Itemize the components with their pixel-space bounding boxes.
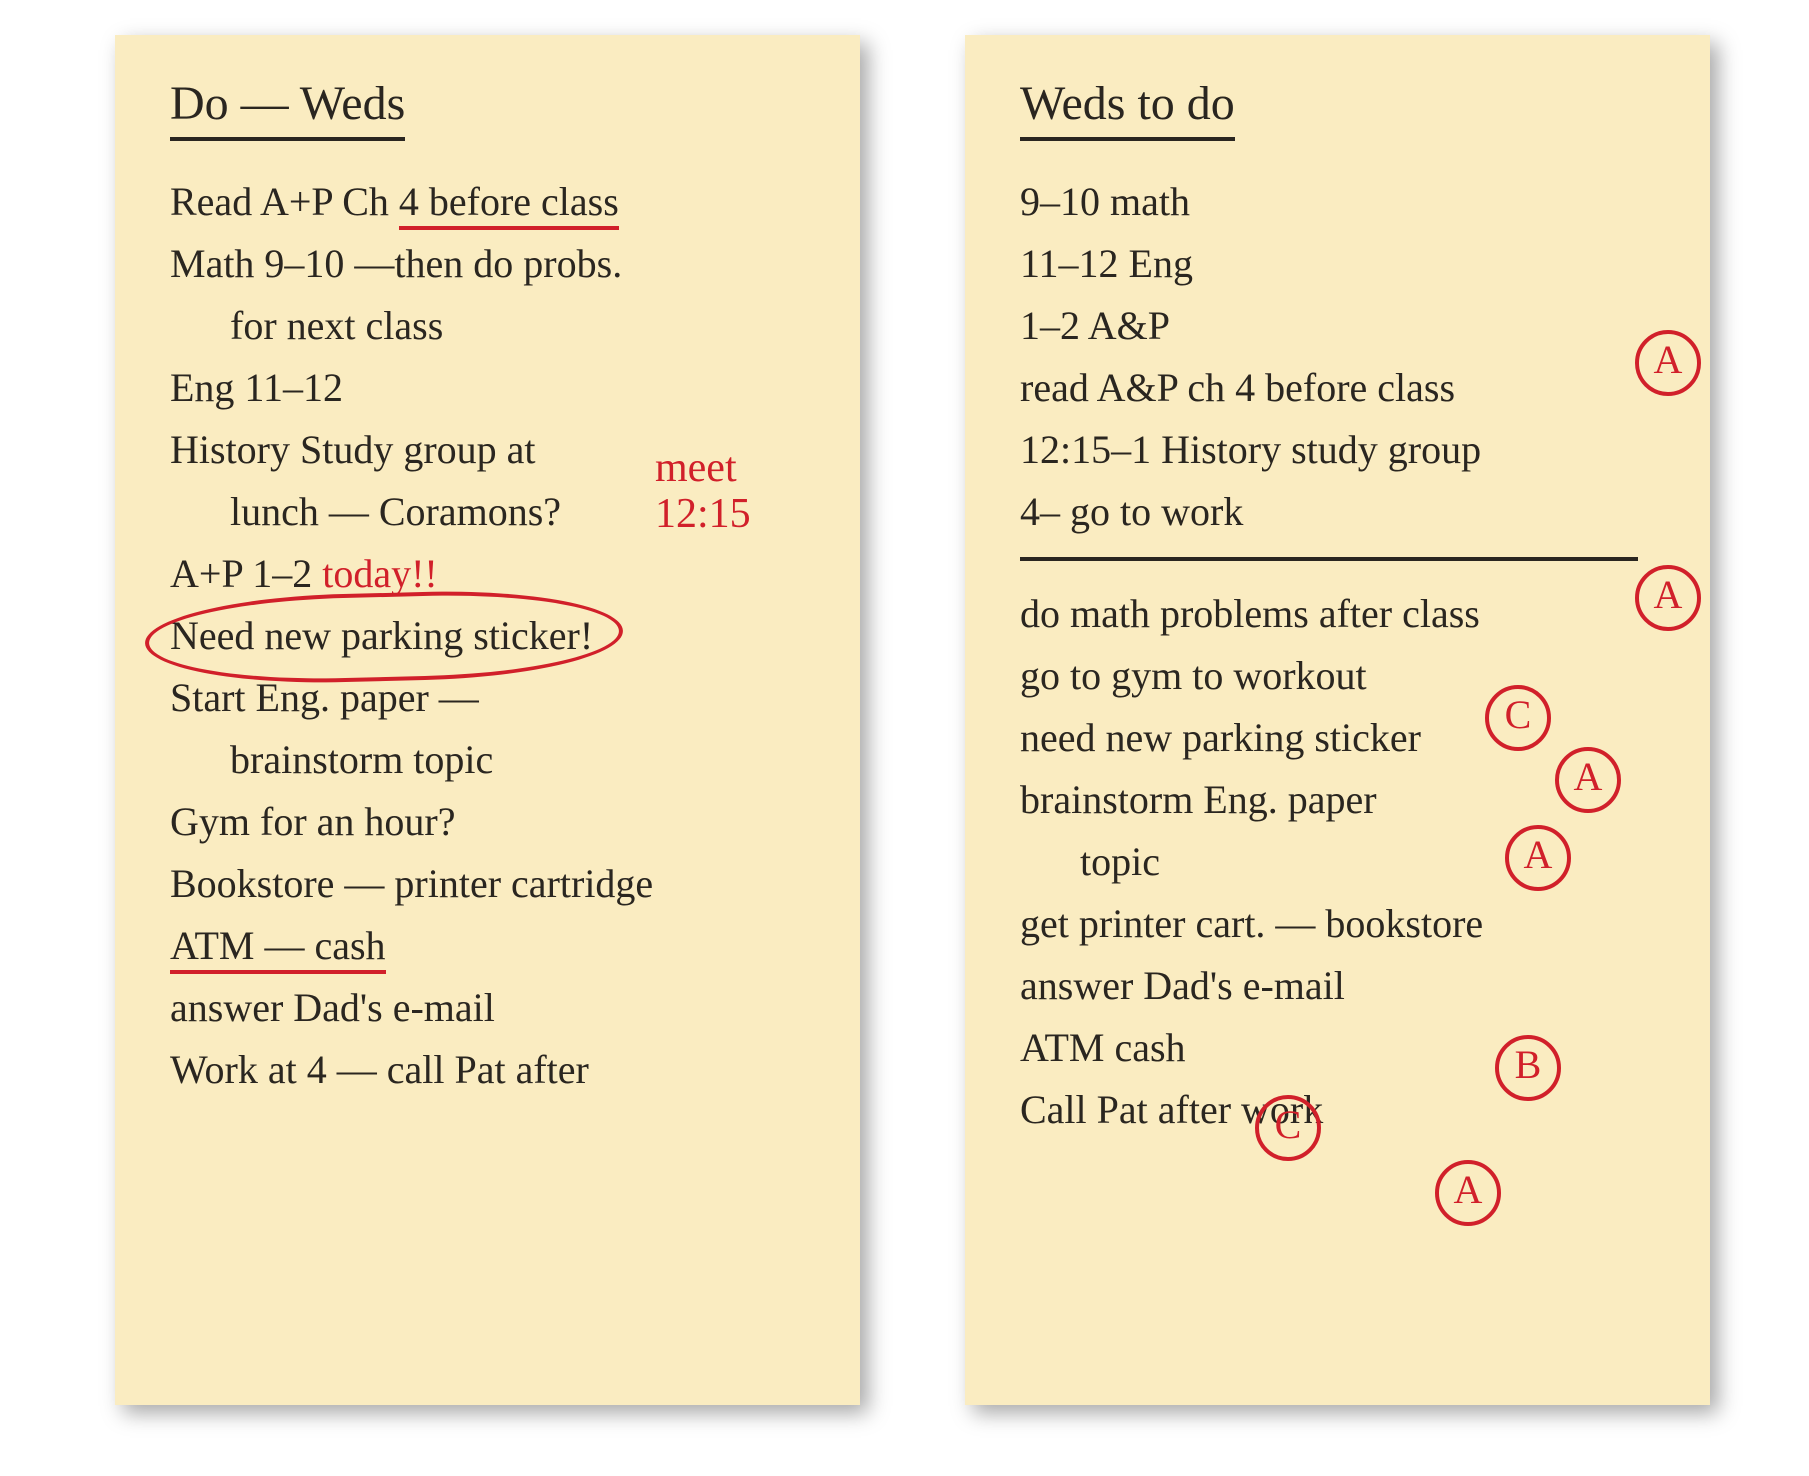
note-left: Do — Weds Read A+P Ch 4 before class Mat… <box>115 35 860 1405</box>
left-annotation-line1: meet <box>655 445 751 491</box>
right-top-3: 1–2 A&P <box>1020 295 1670 357</box>
note-right: Weds to do 9–10 math 11–12 Eng 1–2 A&P r… <box>965 35 1710 1405</box>
priority-circle-b8: A <box>1435 1160 1501 1226</box>
left-line-2: Math 9–10 —then do probs. <box>170 233 820 295</box>
left-line-12: Bookstore — printer cartridge <box>170 853 820 915</box>
right-bot-6: answer Dad's e-mail <box>1020 955 1670 1017</box>
right-divider <box>1020 557 1638 561</box>
priority-circle-b3: A <box>1555 747 1621 813</box>
left-line-3: for next class <box>170 295 820 357</box>
priority-circle-b7: C <box>1255 1095 1321 1161</box>
left-line-10: brainstorm topic <box>170 729 820 791</box>
right-top-1: 9–10 math <box>1020 171 1670 233</box>
priority-circle-b2: C <box>1485 685 1551 751</box>
priority-circle-b6: B <box>1495 1035 1561 1101</box>
priority-circle-b1: A <box>1635 565 1701 631</box>
right-bot-1: do math problems after class <box>1020 583 1670 645</box>
left-line-7a: A+P 1–2 <box>170 551 322 596</box>
right-title: Weds to do <box>1020 75 1235 141</box>
left-line-11: Gym for an hour? <box>170 791 820 853</box>
left-annotation-line2: 12:15 <box>655 491 751 537</box>
right-bot-8: Call Pat after work <box>1020 1079 1670 1141</box>
right-bot-4b: topic <box>1020 831 1670 893</box>
left-line-15: Work at 4 — call Pat after <box>170 1039 820 1101</box>
right-top-5: 12:15–1 History study group <box>1020 419 1670 481</box>
left-line-13: ATM — cash <box>170 915 820 977</box>
right-top-4: read A&P ch 4 before class <box>1020 357 1670 419</box>
right-bot-2: go to gym to workout <box>1020 645 1670 707</box>
stage: Do — Weds Read A+P Ch 4 before class Mat… <box>0 0 1809 1476</box>
left-title: Do — Weds <box>170 75 405 141</box>
right-top-2: 11–12 Eng <box>1020 233 1670 295</box>
left-line-7b-red: today!! <box>322 551 438 596</box>
priority-circle-t4: A <box>1635 330 1701 396</box>
right-bot-7: ATM cash <box>1020 1017 1670 1079</box>
left-line-1b-red-underline: 4 before class <box>399 179 619 230</box>
left-annotation-meet: meet 12:15 <box>655 445 751 537</box>
priority-circle-b4: A <box>1505 825 1571 891</box>
left-line-14: answer Dad's e-mail <box>170 977 820 1039</box>
left-line-13-red-underline: ATM — cash <box>170 923 386 974</box>
left-line-1a: Read A+P Ch <box>170 179 399 224</box>
right-top-6: 4– go to work <box>1020 481 1670 543</box>
left-line-4: Eng 11–12 <box>170 357 820 419</box>
left-line-1: Read A+P Ch 4 before class <box>170 171 820 233</box>
right-bot-5: get printer cart. — bookstore <box>1020 893 1670 955</box>
